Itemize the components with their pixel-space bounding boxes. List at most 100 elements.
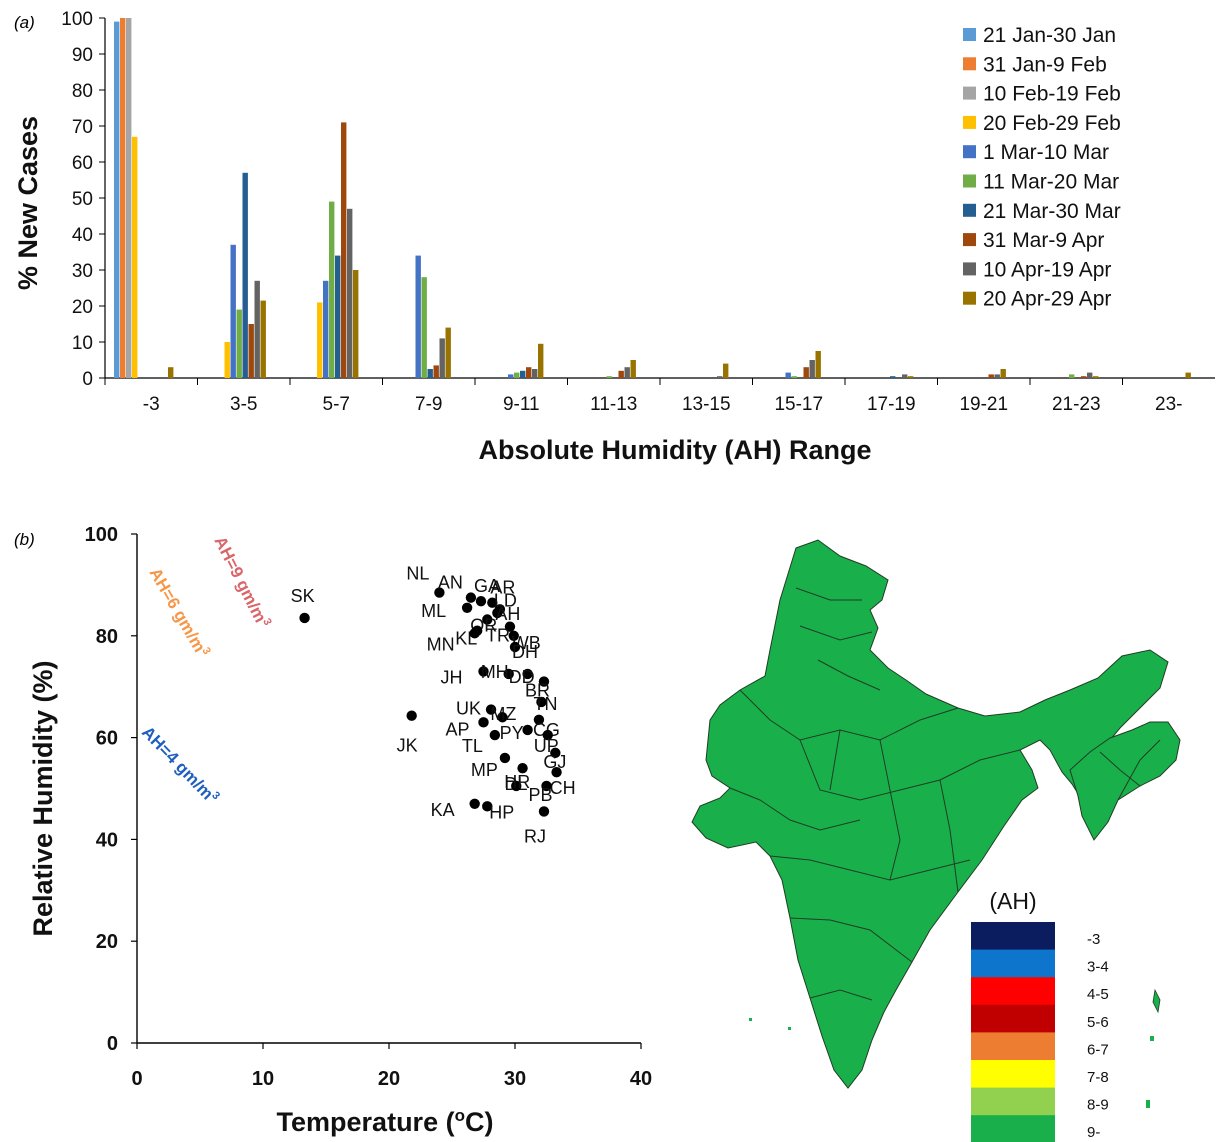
chart-a-y-tick-label: 10 — [72, 333, 93, 354]
chart-a-legend-swatch — [963, 262, 976, 276]
chart-a-legend-label: 20 Feb-29 Feb — [983, 112, 1121, 135]
chart-b-point-label: DH — [512, 642, 538, 662]
chart-a-bar — [1093, 376, 1099, 378]
chart-b-y-tick-label: 100 — [85, 524, 118, 546]
map-legend-label: 5-6 — [1087, 1014, 1109, 1031]
map-legend-label: 7-8 — [1087, 1069, 1109, 1086]
chart-b-point-label: CG — [533, 720, 560, 740]
chart-b-x-tick-label: 0 — [131, 1068, 142, 1090]
chart-a-bar — [618, 370, 624, 378]
chart-b-point-label: MZ — [490, 704, 516, 724]
chart-a-y-tick-label: 80 — [72, 81, 93, 102]
chart-a-y-tick-label: 30 — [72, 261, 93, 282]
chart-a-legend-label: 21 Jan-30 Jan — [983, 24, 1116, 47]
chart-b-point-label: ML — [421, 601, 446, 621]
chart-a-legend-swatch — [963, 291, 976, 305]
chart-b-point-label: GJ — [543, 752, 566, 772]
chart-b-point-label: UK — [456, 699, 481, 719]
chart-a-bar — [1081, 376, 1087, 378]
chart-b-point — [551, 767, 562, 778]
chart-b-point — [522, 724, 533, 736]
chart-a-bar — [353, 270, 359, 378]
chart-b-point-label: AP — [446, 719, 470, 739]
chart-b-y-tick-label: 0 — [107, 1033, 118, 1055]
chart-a-bar — [791, 376, 797, 378]
map-legend-swatch — [971, 1004, 1055, 1033]
chart-a-bar — [514, 372, 520, 378]
chart-a-bar — [532, 369, 538, 378]
chart-b-point — [497, 712, 508, 723]
chart-b-point — [475, 595, 487, 607]
chart-b-point-label: HR — [504, 772, 530, 792]
chart-b-point-label: PB — [529, 785, 553, 805]
chart-a-bar — [433, 365, 439, 378]
chart-b-point-label: CH — [550, 778, 576, 798]
chart-a-bar — [809, 360, 815, 378]
map-legend-swatch — [971, 922, 1055, 951]
panel-a-label: (a) — [14, 13, 35, 32]
chart-b-point-label: MP — [471, 760, 498, 780]
chart-a-legend-label: 21 Mar-30 Mar — [983, 200, 1121, 223]
nicobar-island-south — [1146, 1100, 1150, 1108]
chart-b-point — [465, 592, 477, 603]
chart-a-bar — [341, 122, 347, 379]
india-northeast — [1069, 721, 1181, 841]
map-legend-label: 9- — [1087, 1124, 1100, 1141]
chart-a-legend: 21 Jan-30 Jan 31 Jan-9 Feb 10 Feb-19 Feb 20… — [963, 24, 1121, 311]
chart-a-legend-label: 11 Mar-20 Mar — [983, 171, 1119, 194]
chart-a-legend-swatch — [963, 145, 976, 159]
chart-b-point — [541, 780, 552, 792]
chart-a-legend-swatch — [963, 57, 976, 71]
chart-a-bar — [439, 338, 445, 378]
chart-a-bar — [126, 18, 132, 378]
map-legend-swatch — [971, 949, 1055, 978]
chart-a-bar — [230, 244, 236, 378]
chart-a-bar — [624, 367, 630, 378]
chart-b-point-label: TR — [486, 626, 510, 646]
chart-b-point — [517, 762, 528, 774]
chart-b-y-tick-label: 40 — [96, 829, 118, 851]
chart-b-point — [499, 752, 511, 764]
chart-a-bar — [785, 372, 791, 378]
chart-a-x-tick-label: 5-7 — [323, 394, 350, 415]
chart-a-bar — [717, 376, 723, 378]
chart-a-bar — [415, 255, 421, 378]
chart-b-point — [461, 602, 473, 614]
map-legend-label: 3-4 — [1087, 959, 1109, 976]
chart-a-bar — [254, 280, 260, 378]
chart-b-point — [536, 696, 547, 708]
chart-b-point — [509, 641, 521, 653]
chart-b-point — [406, 710, 417, 721]
chart-b-point-label: TL — [462, 736, 483, 756]
chart-b-y-tick-label: 80 — [96, 626, 118, 648]
chart-b-point — [478, 666, 489, 677]
chart-a-bar — [168, 367, 174, 378]
chart-b-point-label: HP — [489, 802, 514, 822]
chart-b-point — [469, 798, 480, 809]
chart-b-point — [542, 729, 553, 741]
chart-a-bar — [323, 280, 329, 378]
map-legend: (AH) -3 3-4 4-5 5-6 6-7 7-8 8-9 9- — [971, 888, 1109, 1142]
chart-a-bar — [120, 18, 126, 378]
chart-a-y-tick-label: 0 — [82, 369, 93, 390]
chart-b-y-tick-label: 60 — [96, 728, 118, 750]
chart-a-bar — [114, 21, 120, 378]
chart-a-y-tick-label: 20 — [72, 297, 93, 318]
chart-a-y-tick-label: 40 — [72, 225, 93, 246]
chart-a-bar — [815, 351, 821, 378]
chart-a-bar — [630, 360, 636, 378]
chart-a-y-axis-title: % New Cases — [13, 116, 43, 290]
chart-b-point — [504, 621, 516, 632]
chart-b-point — [485, 704, 497, 715]
map-legend-swatch — [971, 1060, 1055, 1089]
chart-a-legend-label: 31 Jan-9 Feb — [983, 53, 1107, 76]
chart-a-bar-chart: 0 10 20 30 40 50 60 70 80 90 100 -3 3-5 5-7 7-9 9-11 11-… — [13, 9, 1215, 465]
chart-a-bar — [421, 277, 427, 378]
chart-b-point — [508, 630, 519, 641]
chart-b-point — [538, 806, 550, 817]
chart-b-y-axis-title: Relative Humidity (%) — [28, 660, 58, 936]
chart-a-legend-swatch — [963, 233, 976, 247]
chart-b-point — [503, 668, 514, 680]
chart-a-legend-swatch — [963, 174, 976, 188]
chart-b-point — [538, 676, 550, 687]
